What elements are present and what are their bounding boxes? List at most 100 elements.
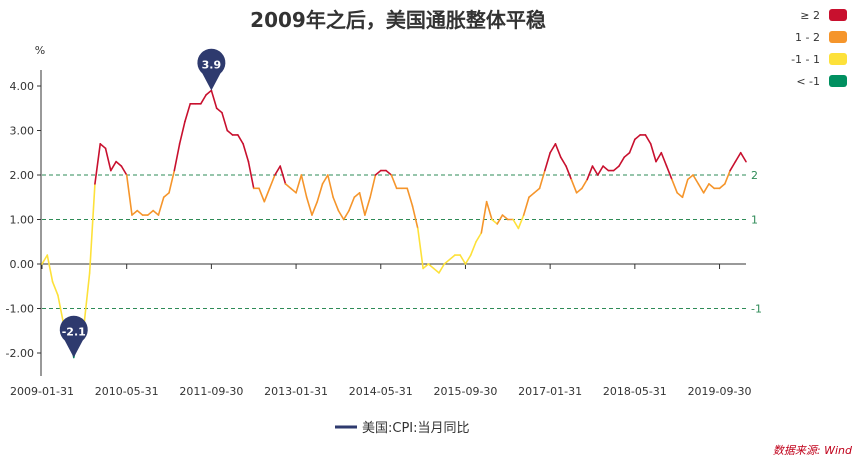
range-legend-label: ≥ 2	[800, 9, 820, 22]
series-segment	[533, 187, 541, 194]
color-range-legend[interactable]: ≥ 2 1 - 2 -1 - 1 < -1	[791, 9, 847, 88]
series-segment	[612, 165, 620, 172]
series-segment	[586, 165, 594, 181]
series-segment	[289, 187, 297, 194]
series-segment	[205, 89, 213, 96]
annotations: 3.9 -2.1	[59, 48, 226, 358]
y-tick-label: -1.00	[6, 303, 34, 316]
y-tick-label: 4.00	[10, 80, 35, 93]
series-segment	[110, 160, 117, 172]
series-segment	[83, 272, 91, 323]
series-segment	[512, 218, 520, 230]
x-tick-label: 2014-05-31	[349, 385, 413, 398]
series-segment	[136, 209, 144, 216]
reference-line-label: 2	[751, 169, 758, 182]
chart-title: 2009年之后，美国通胀整体平稳	[250, 8, 546, 32]
series-segment	[390, 174, 398, 190]
x-tick-label: 2019-09-30	[688, 385, 752, 398]
series-segment	[342, 209, 350, 221]
y-axis: 4.00 3.00 2.00 1.00 0.00 -1.00 -2.00	[6, 70, 42, 376]
series-segment	[734, 151, 742, 163]
series-segment	[147, 209, 154, 216]
range-legend-item[interactable]: < -1	[796, 75, 847, 88]
series-segment	[681, 178, 689, 199]
series-segment	[369, 174, 377, 199]
series-segment	[676, 192, 684, 199]
series-segment	[88, 183, 96, 274]
series-legend[interactable]: 美国:CPI:当月同比	[335, 421, 470, 436]
reference-line-label: 1	[751, 214, 758, 227]
x-tick-label: 2017-01-31	[518, 385, 582, 398]
series-segment	[215, 107, 223, 114]
series-segment	[634, 134, 641, 141]
series-segment	[554, 143, 562, 158]
pin-shape	[59, 315, 88, 358]
series-segment	[596, 165, 604, 176]
series-segment	[364, 196, 371, 216]
range-legend-label: -1 - 1	[791, 53, 820, 66]
series-segment	[581, 178, 589, 190]
series-segment	[686, 174, 694, 181]
series-segment	[316, 183, 324, 203]
series-segment	[332, 196, 340, 212]
reference-line-label: -1	[751, 303, 762, 316]
series-segment	[544, 151, 551, 172]
series-segment	[46, 254, 54, 283]
series-segment	[199, 94, 207, 105]
series-segment	[115, 160, 123, 167]
series-segment	[602, 165, 610, 172]
series-segment	[131, 209, 139, 216]
series-segment	[321, 174, 329, 185]
series-segment	[51, 280, 59, 296]
series-segment	[692, 174, 700, 185]
series-segment	[184, 103, 192, 123]
range-legend-item[interactable]: ≥ 2	[800, 9, 847, 22]
series-line	[41, 89, 747, 359]
series-segment	[565, 165, 573, 181]
reference-lines: 2 1 -1	[42, 169, 762, 316]
annotation-pin[interactable]: -2.1	[59, 315, 88, 358]
series-segment	[448, 254, 456, 261]
series-segment	[268, 174, 276, 190]
series-segment	[501, 214, 509, 221]
series-segment	[242, 143, 250, 163]
series-segment	[417, 227, 424, 270]
series-segment	[173, 143, 181, 172]
pin-label: -2.1	[62, 325, 86, 338]
series-segment	[671, 178, 678, 194]
series-segment	[655, 151, 663, 163]
series-segment	[718, 183, 726, 190]
series-segment	[464, 254, 472, 265]
series-segment	[374, 169, 382, 176]
series-segment	[549, 143, 557, 154]
series-segment	[385, 169, 393, 176]
range-legend-item[interactable]: -1 - 1	[791, 53, 847, 66]
series-segment	[459, 254, 467, 265]
series-segment	[263, 187, 271, 203]
series-segment	[422, 263, 430, 270]
x-tick-label: 2015-09-30	[433, 385, 497, 398]
series-segment	[210, 89, 218, 110]
series-segment	[649, 143, 657, 163]
y-tick-label: 3.00	[10, 125, 35, 138]
series-segment	[120, 165, 128, 176]
range-legend-item[interactable]: 1 - 2	[795, 31, 847, 44]
series-legend-label[interactable]: 美国:CPI:当月同比	[362, 421, 470, 436]
series-segment	[644, 134, 652, 145]
series-segment	[247, 160, 255, 190]
range-legend-label: 1 - 2	[795, 31, 820, 44]
series-segment	[438, 263, 446, 274]
series-segment	[279, 165, 287, 185]
series-segment	[327, 174, 334, 199]
range-legend-swatch	[829, 53, 847, 65]
series-segment	[708, 183, 716, 190]
series-segment	[411, 205, 419, 230]
pin-label: 3.9	[202, 58, 222, 71]
series-segment	[618, 156, 626, 167]
series-segment	[427, 263, 435, 270]
series-segment	[311, 200, 319, 216]
annotation-pin[interactable]: 3.9	[197, 48, 226, 91]
series-segment	[443, 258, 451, 265]
series-segment	[491, 218, 499, 225]
series-segment	[559, 156, 567, 167]
